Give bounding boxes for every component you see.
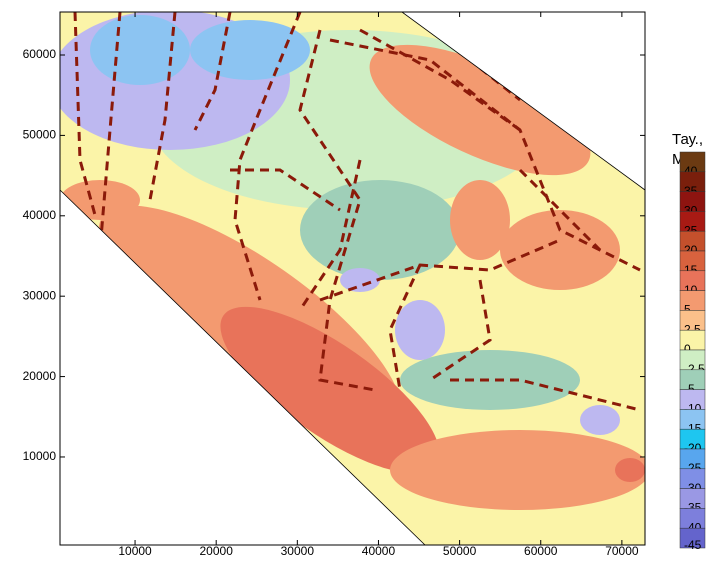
colorbar-label: -45: [684, 538, 702, 552]
y-tick-label: 10000: [23, 449, 57, 463]
colorbar-swatch: [679, 527, 706, 549]
y-tick-label: 60000: [23, 47, 57, 61]
colorbar-label: -5: [684, 382, 695, 396]
x-tick-label: 60000: [524, 544, 558, 557]
y-tick-label: 20000: [23, 369, 57, 383]
x-tick-label: 30000: [281, 544, 315, 557]
x-tick-label: 20000: [200, 544, 234, 557]
legend-title: Тау.,: [672, 131, 703, 148]
axes: 10000 20000 30000 40000 50000 60000 70000 10000…: [23, 12, 645, 558]
x-tick-label: 50000: [443, 544, 477, 557]
contour-field: [60, 12, 645, 545]
plot-frame: [59, 11, 646, 546]
y-tick-label: 30000: [23, 288, 57, 302]
x-tick-label: 10000: [118, 544, 152, 557]
colorbar: 4035302520151052.50-2.5-5-10-15-20-25-30…: [679, 151, 706, 552]
x-tick-label: 40000: [362, 544, 396, 557]
colorbar-label: 5: [684, 303, 691, 317]
x-tick-label: 70000: [605, 544, 639, 557]
y-tick-label: 40000: [23, 208, 57, 222]
colorbar-label: 0: [684, 342, 691, 356]
y-tick-label: 50000: [23, 128, 57, 142]
